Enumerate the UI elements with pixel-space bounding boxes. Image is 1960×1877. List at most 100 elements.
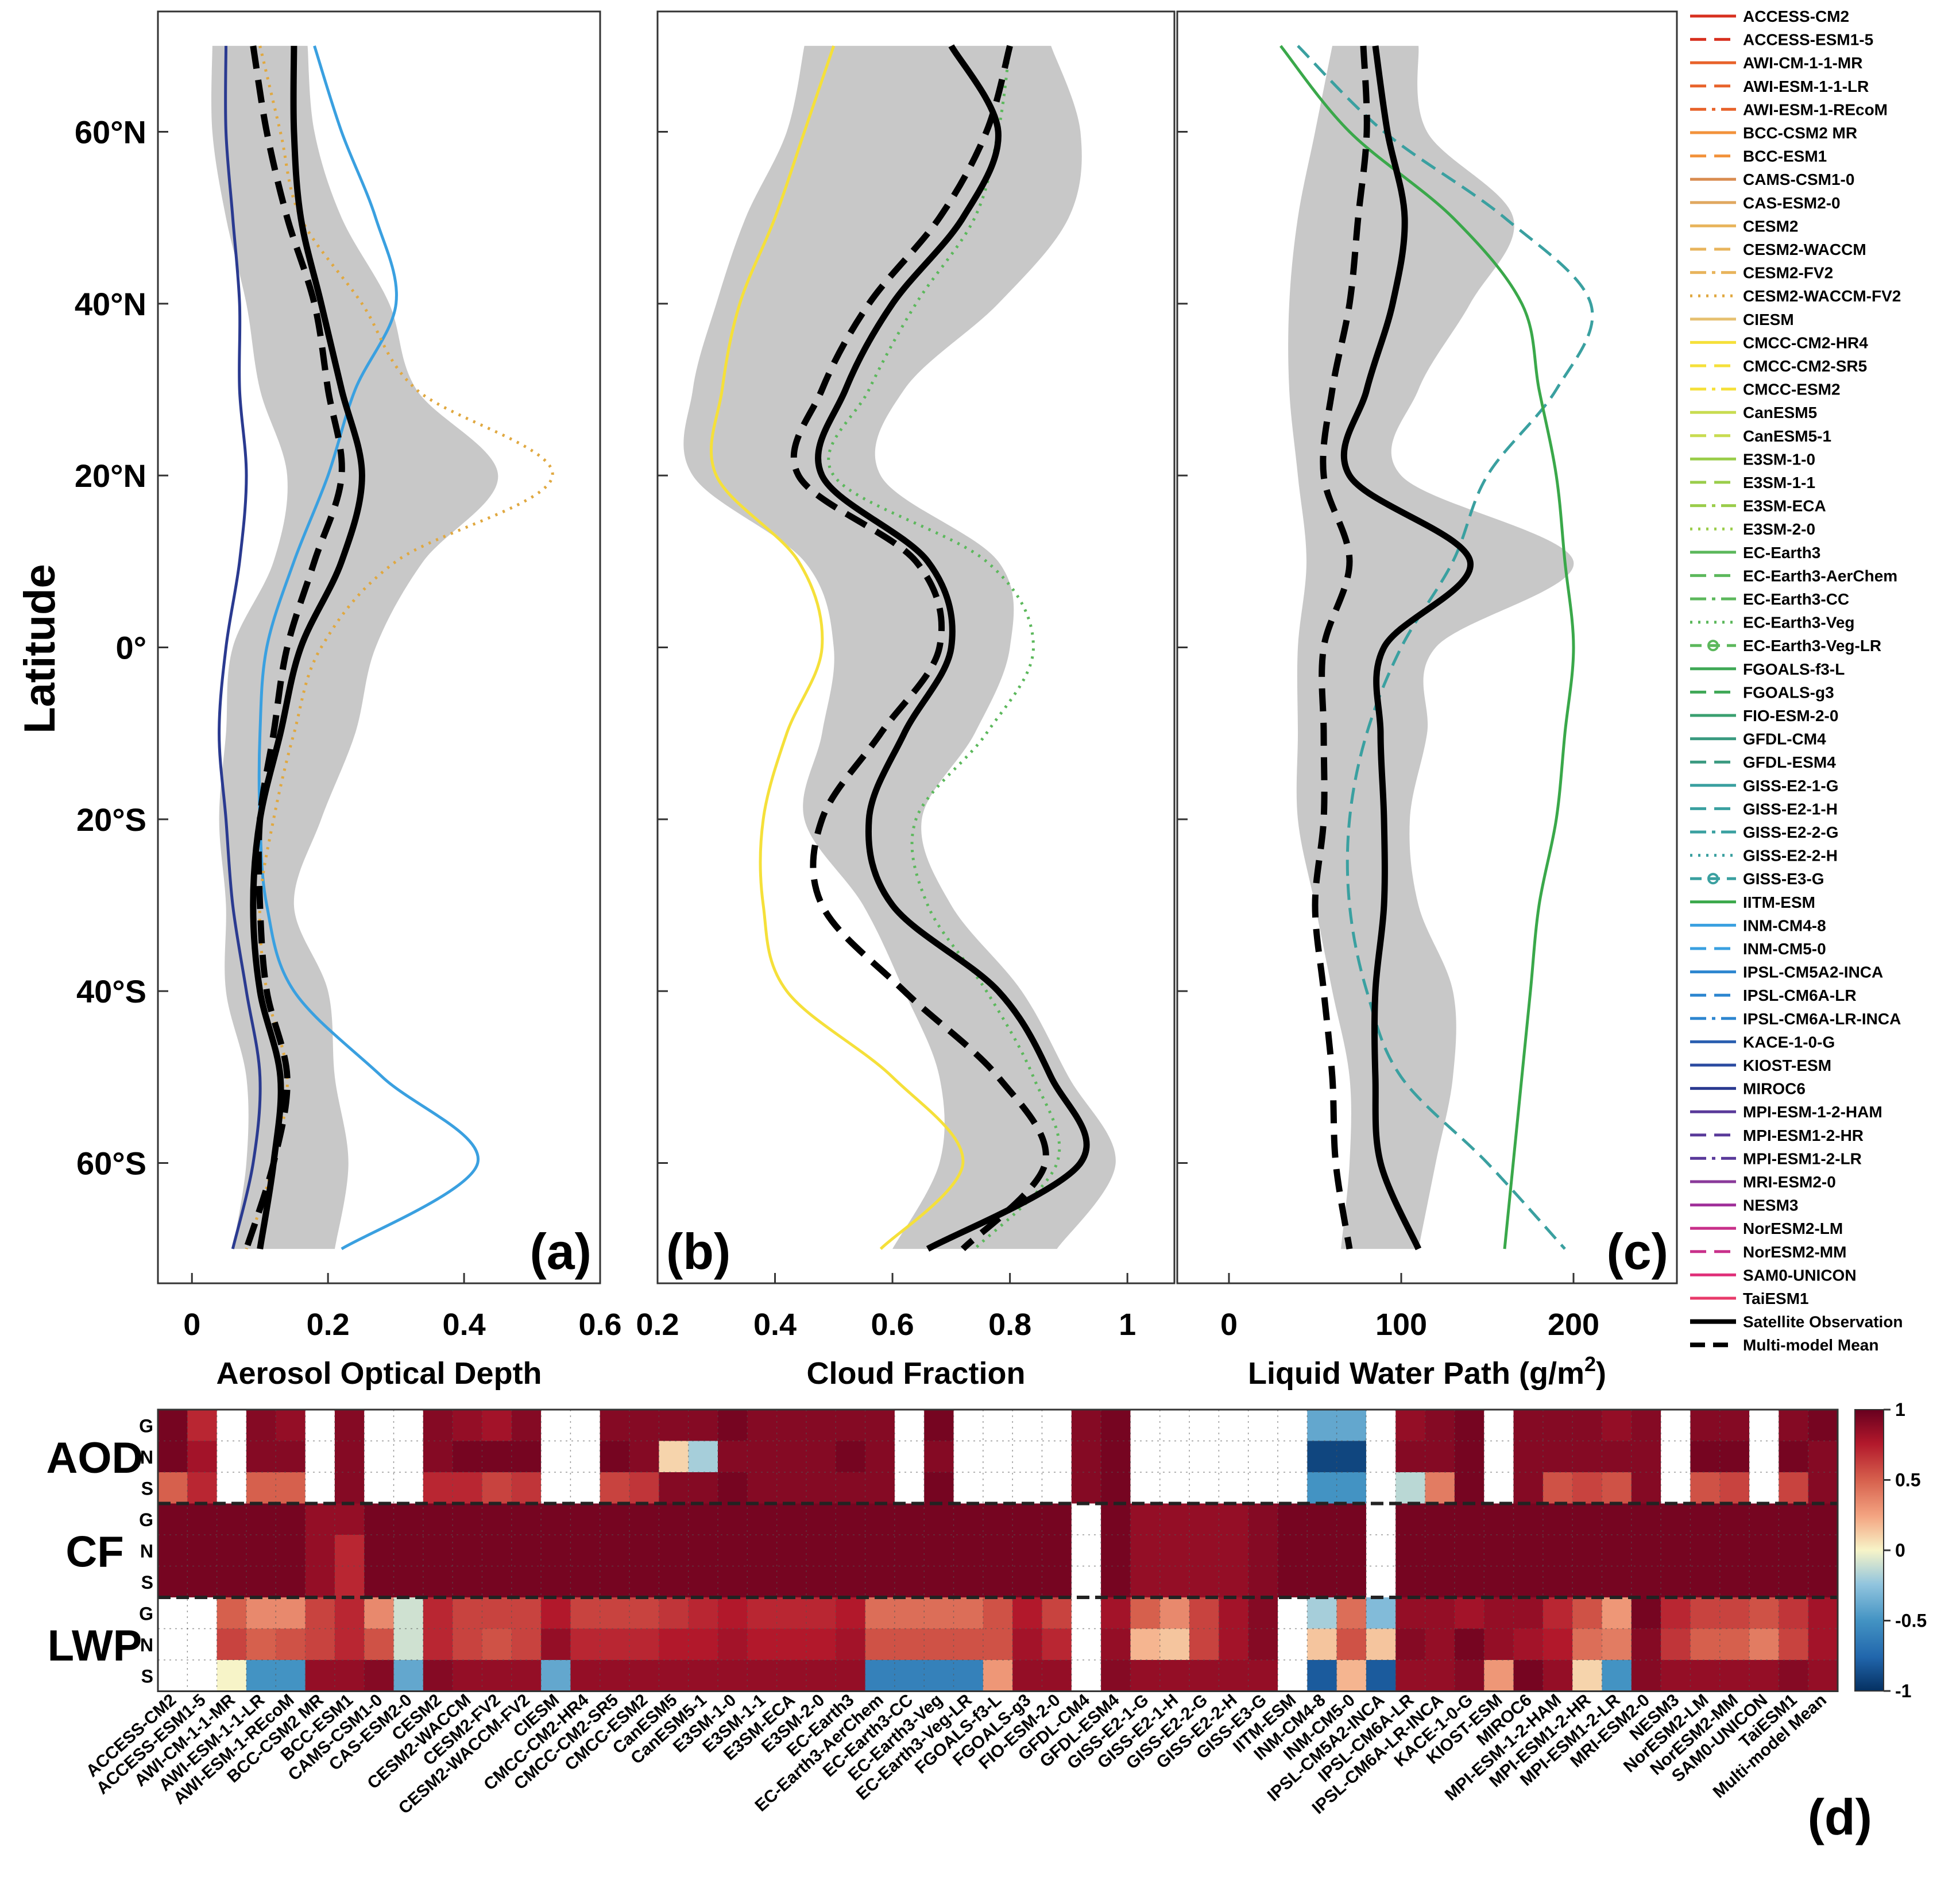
panel-c-plot (1177, 45, 1594, 1251)
heatmap-cell-aod (364, 1441, 395, 1473)
legend-label: E3SM-1-0 (1743, 450, 1815, 468)
colorbar-tick-label: -0.5 (1895, 1611, 1927, 1631)
heatmap-cell-lwp (1130, 1660, 1161, 1692)
heatmap-cell-cf (836, 1535, 866, 1566)
heatmap-cell-aod (1336, 1410, 1367, 1441)
heatmap-cell-aod (423, 1410, 453, 1441)
heatmap-cell-aod (511, 1410, 542, 1441)
heatmap-frame (157, 1408, 1839, 1692)
heatmap-cell-aod (1602, 1410, 1632, 1441)
heatmap-cell-aod (924, 1441, 954, 1473)
panel-a-x-tick-label: 0.6 (578, 1307, 621, 1342)
heatmap-cell-cf (1513, 1535, 1544, 1566)
heatmap-cell-lwp (1219, 1597, 1249, 1629)
heatmap-cell-cf (1631, 1535, 1661, 1566)
legend-label: CESM2-FV2 (1743, 264, 1833, 282)
heatmap-cell-cf (246, 1535, 276, 1566)
heatmap-cell-lwp (541, 1660, 571, 1692)
heatmap-cell-aod (217, 1472, 247, 1504)
heatmap-cell-lwp (836, 1660, 866, 1692)
heatmap-cell-aod (1248, 1410, 1278, 1441)
heatmap-cell-lwp (688, 1628, 718, 1661)
heatmap-cell-aod (364, 1472, 395, 1504)
heatmap-cell-lwp (747, 1597, 778, 1629)
legend-label: GFDL-CM4 (1743, 730, 1826, 748)
heatmap-cell-cf (629, 1535, 659, 1566)
heatmap-cell-lwp (246, 1628, 276, 1661)
heatmap-cell-cf (187, 1535, 218, 1566)
heatmap-cell-lwp (718, 1597, 748, 1629)
heatmap-cell-lwp (1719, 1597, 1750, 1629)
heatmap-cell-lwp (806, 1597, 836, 1629)
heatmap-cell-lwp (423, 1628, 453, 1661)
heatmap-cell-lwp (187, 1628, 218, 1661)
heatmap-cell-cf (836, 1503, 866, 1535)
heatmap-cell-cf (1543, 1535, 1573, 1566)
heatmap-cell-cf (1130, 1566, 1161, 1598)
heatmap-cell-cf (1071, 1535, 1101, 1566)
heatmap-cell-cf (453, 1566, 482, 1598)
heatmap-cell-cf (1101, 1535, 1131, 1566)
heatmap-cell-cf (187, 1566, 218, 1598)
heatmap-cell-lwp (1513, 1597, 1544, 1629)
heatmap-cell-lwp (217, 1597, 247, 1629)
legend-label: AWI-CM-1-1-MR (1743, 54, 1862, 72)
heatmap-cell-cf (718, 1566, 748, 1598)
heatmap-cell-cf (570, 1535, 601, 1566)
heatmap-group-label: AOD (47, 1434, 144, 1483)
heatmap-cell-aod (1484, 1441, 1514, 1473)
heatmap-cell-cf (1189, 1503, 1219, 1535)
heatmap-row-label: S (141, 1478, 153, 1499)
legend-background (1685, 3, 1955, 1371)
panel-a-plot (158, 45, 554, 1251)
panel-c-x-tick-label: 0 (1220, 1307, 1238, 1342)
heatmap-cell-cf (600, 1503, 630, 1535)
heatmap-cell-lwp (776, 1628, 807, 1661)
panel-b-line-satellite-observation (815, 44, 1090, 1252)
heatmap-cell-cf (983, 1535, 1013, 1566)
heatmap-cell-cf (600, 1566, 630, 1598)
heatmap-cell-aod (482, 1410, 512, 1441)
heatmap-cell-lwp (1248, 1597, 1278, 1629)
heatmap-cell-cf (158, 1566, 188, 1598)
heatmap-cell-cf (688, 1566, 718, 1598)
heatmap-cell-aod (1719, 1410, 1750, 1441)
legend-label: GISS-E2-1-G (1743, 777, 1838, 795)
heatmap-cell-aod (1631, 1472, 1661, 1504)
heatmap-cell-cf (541, 1503, 571, 1535)
heatmap-cell-cf (924, 1503, 954, 1535)
heatmap-cell-lwp (1572, 1628, 1602, 1661)
panel-b-x-ticks: 0.2 0.4 0.6 0.8 1 (636, 1273, 1136, 1342)
legend-label: E3SM-2-0 (1743, 520, 1815, 538)
heatmap-cell-lwp (1661, 1660, 1691, 1692)
heatmap-cell-aod (1012, 1410, 1042, 1441)
heatmap-cell-aod (1808, 1441, 1838, 1473)
heatmap-cell-cf (305, 1503, 335, 1535)
heatmap-cell-lwp (1808, 1628, 1838, 1661)
heatmap-cell-lwp (541, 1628, 571, 1661)
panel-c-label: (c) (1606, 1223, 1668, 1280)
heatmap-cell-aod (1631, 1441, 1661, 1473)
heatmap-cell-lwp (305, 1628, 335, 1661)
heatmap-cell-aod (1395, 1441, 1426, 1473)
heatmap-cell-aod (453, 1441, 482, 1473)
heatmap-cell-aod (1425, 1441, 1455, 1473)
heatmap-cell-aod (865, 1472, 895, 1504)
legend-label: CIESM (1743, 311, 1794, 328)
heatmap-cell-lwp (924, 1628, 954, 1661)
legend-label: IPSL-CM5A2-INCA (1743, 963, 1883, 981)
heatmap-cell-aod (1366, 1472, 1396, 1504)
panel-b-x-tick-label: 1 (1119, 1307, 1136, 1342)
heatmap-cell-lwp (659, 1628, 689, 1661)
heatmap-cell-cf (1278, 1503, 1308, 1535)
heatmap-cell-lwp (453, 1597, 482, 1629)
heatmap-cell-cf (1425, 1535, 1455, 1566)
legend-label: ACCESS-CM2 (1743, 7, 1849, 25)
heatmap-cell-lwp (894, 1660, 925, 1692)
heatmap-cell-cf (453, 1535, 482, 1566)
heatmap-cell-lwp (1012, 1628, 1042, 1661)
heatmap-cell-aod (1042, 1410, 1072, 1441)
heatmap-cell-lwp (1425, 1597, 1455, 1629)
heatmap-cell-aod (688, 1410, 718, 1441)
